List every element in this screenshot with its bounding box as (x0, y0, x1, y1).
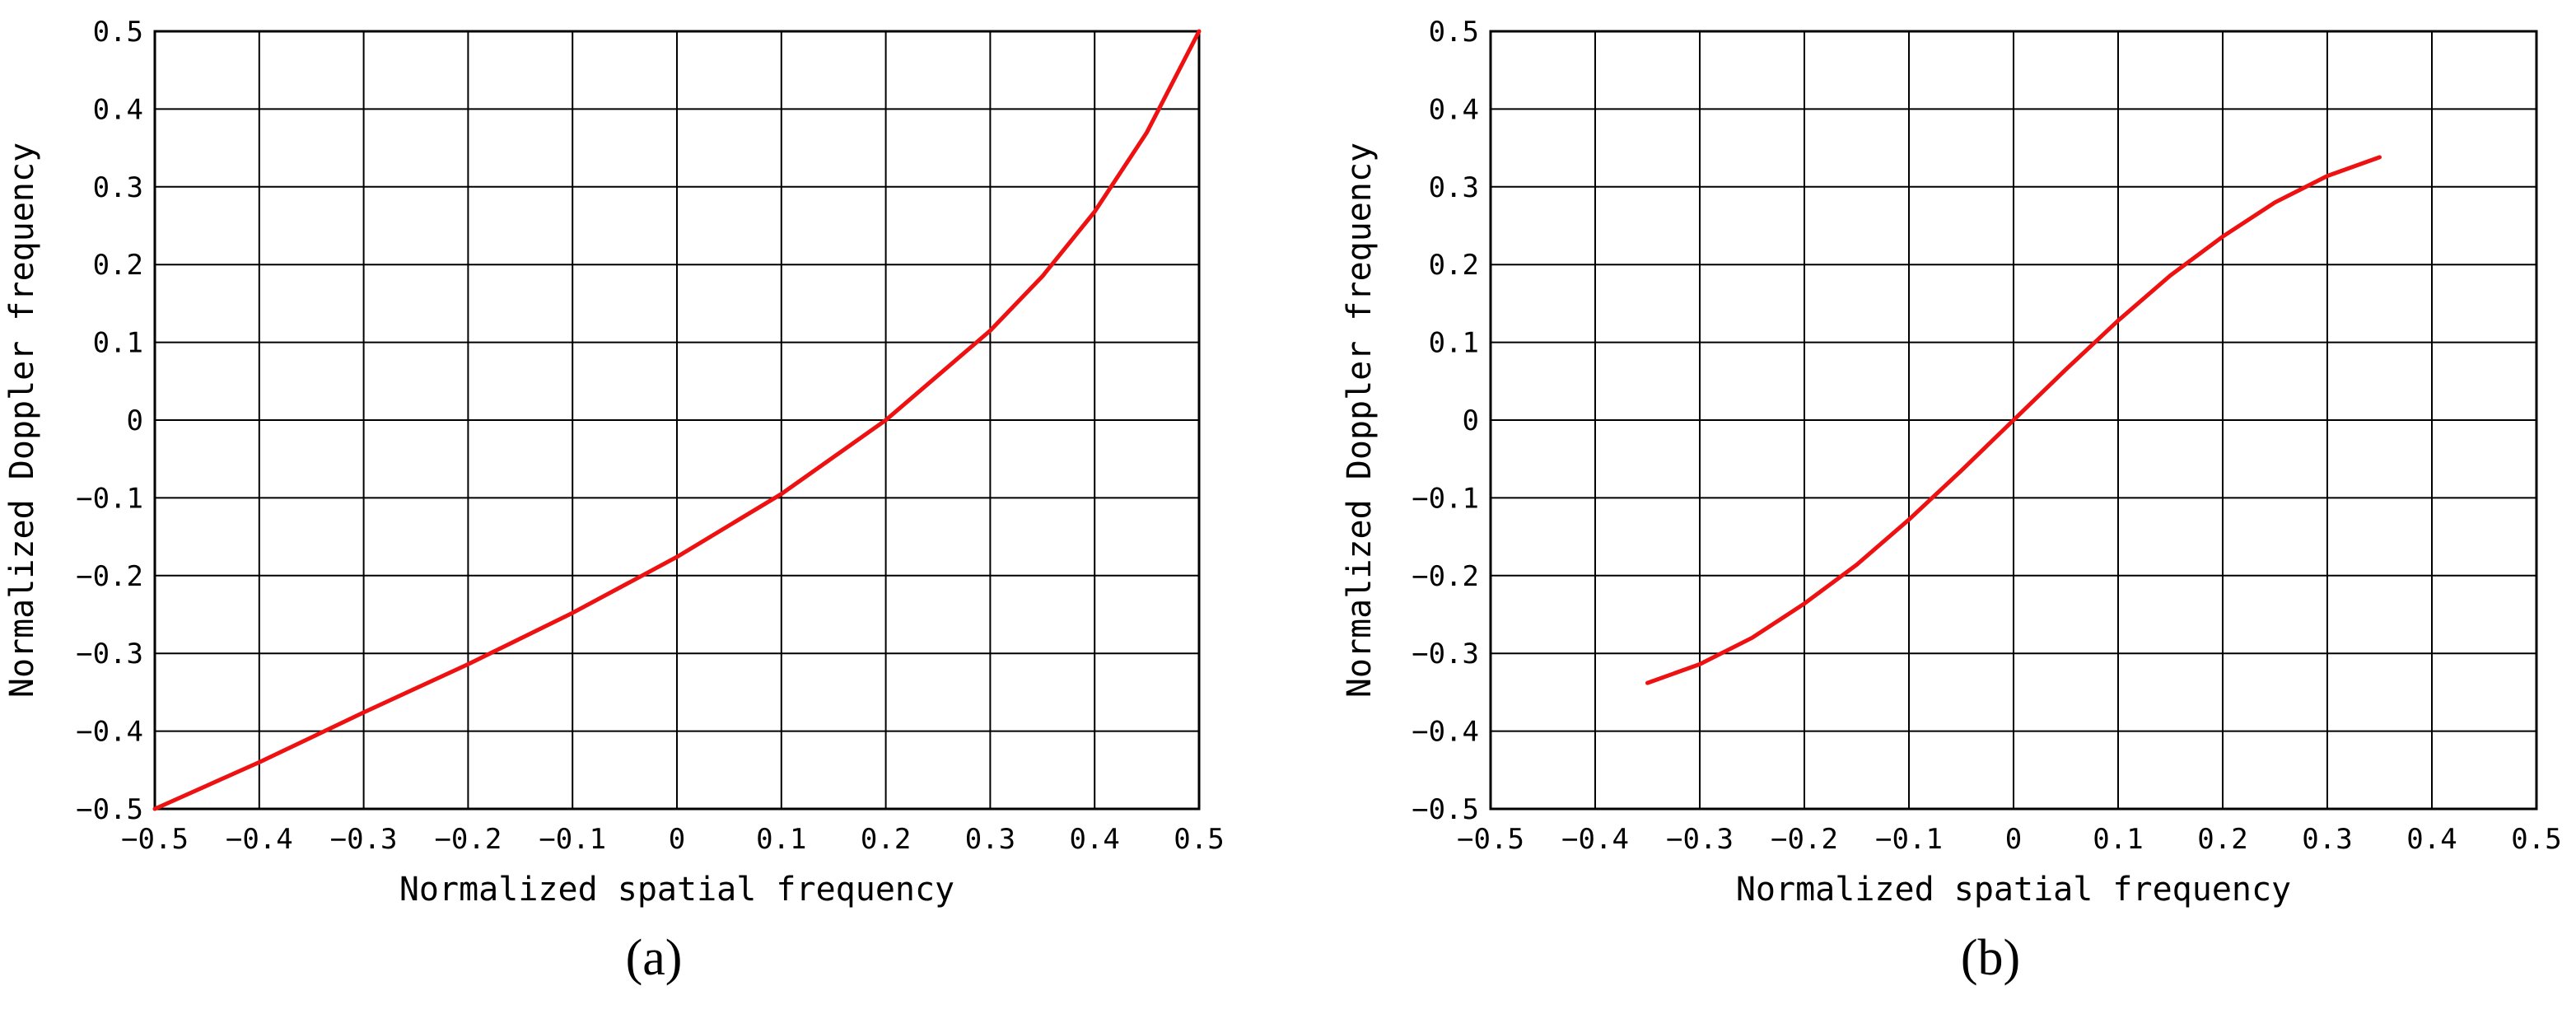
x-tick-label: −0.1 (539, 823, 606, 856)
x-tick-label: 0 (669, 823, 685, 856)
x-tick-label: −0.1 (1875, 823, 1943, 856)
y-axis-title: Normalized Doppler frequency (1341, 143, 1379, 698)
x-tick-label: 0.1 (756, 823, 806, 856)
x-tick-label: 0.4 (1069, 823, 1119, 856)
y-tick-label: −0.5 (1412, 793, 1479, 826)
x-tick-label: −0.4 (1561, 823, 1629, 856)
y-tick-label: −0.4 (1412, 716, 1479, 749)
y-tick-label: 0.4 (1429, 93, 1479, 126)
y-tick-label: 0.1 (1429, 327, 1479, 360)
x-tick-label: 0.3 (2302, 823, 2352, 856)
x-tick-label: −0.3 (1666, 823, 1734, 856)
y-tick-label: 0.2 (93, 249, 143, 282)
y-tick-label: −0.3 (76, 638, 143, 671)
y-tick-label: 0 (127, 404, 143, 437)
y-tick-label: −0.2 (1412, 560, 1479, 593)
x-tick-label: 0 (2005, 823, 2022, 856)
y-tick-label: 0.3 (1429, 171, 1479, 204)
x-tick-label: −0.5 (1457, 823, 1524, 856)
plot-frame (1489, 30, 2538, 811)
x-tick-label: −0.4 (226, 823, 293, 856)
y-tick-label: 0.5 (93, 16, 143, 49)
y-tick-label: −0.1 (1412, 482, 1479, 515)
y-tick-label: −0.3 (1412, 638, 1479, 671)
y-tick-label: 0.5 (1429, 16, 1479, 49)
y-tick-label: −0.1 (76, 482, 143, 515)
y-tick-label: 0.4 (93, 93, 143, 126)
x-tick-label: −0.2 (1771, 823, 1838, 856)
x-tick-label: 0.2 (2197, 823, 2247, 856)
series-line (152, 29, 1202, 811)
x-tick-label: 0.1 (2093, 823, 2143, 856)
chart-panel-a: −0.5 −0.4 −0.3 −0.2 −0.1 0 0.1 0.2 0.3 0.4 0.5 −0.5… (3, 16, 1225, 986)
y-tick-label: 0.2 (1429, 249, 1479, 282)
x-tick-label: −0.3 (330, 823, 398, 856)
y-axis-title: Normalized Doppler frequency (3, 143, 41, 698)
x-tick-label: 0.2 (861, 823, 911, 856)
y-tick-label: 0.3 (93, 171, 143, 204)
y-tick-label: −0.5 (76, 793, 143, 826)
y-tick-label: −0.4 (76, 716, 143, 749)
x-tick-label: 0.5 (1174, 823, 1224, 856)
panel-label: (b) (1961, 930, 2020, 986)
x-tick-label: 0.5 (2511, 823, 2561, 856)
x-axis-title: Normalized spatial frequency (1736, 871, 2291, 909)
panel-label: (a) (626, 930, 683, 986)
x-tick-label: 0.4 (2406, 823, 2457, 856)
plot-frame (153, 30, 1201, 811)
x-tick-label: 0.3 (965, 823, 1015, 856)
x-tick-label: −0.5 (121, 823, 189, 856)
chart-panel-b: −0.5 −0.4 −0.3 −0.2 −0.1 0 0.1 0.2 0.3 0.4 0.5 −0.5… (1341, 16, 2562, 986)
series-line (1645, 155, 2382, 685)
y-tick-label: 0.1 (93, 327, 143, 360)
x-axis-title: Normalized spatial frequency (399, 871, 954, 909)
y-tick-label: 0 (1463, 404, 1479, 437)
y-tick-label: −0.2 (76, 560, 143, 593)
x-tick-label: −0.2 (434, 823, 502, 856)
